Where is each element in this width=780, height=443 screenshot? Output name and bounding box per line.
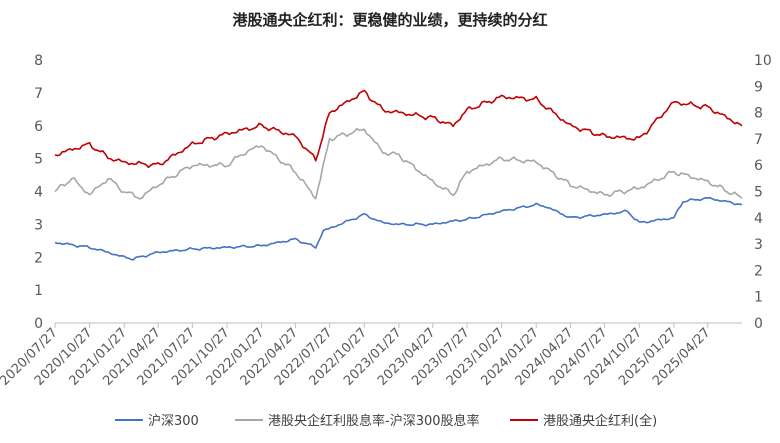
y-right-tick-label: 5 <box>754 185 763 201</box>
y-right-tick-label: 1 <box>754 290 763 306</box>
y-right-tick-label: 10 <box>754 53 772 69</box>
y-right-tick-label: 8 <box>754 106 763 122</box>
legend: 沪深300 港股央企红利股息率-沪深300股息率 港股通央企红利(全) <box>115 413 657 429</box>
y-right-tick-label: 3 <box>754 237 763 253</box>
y-right-tick-label: 4 <box>754 211 763 227</box>
y-right-tick-label: 0 <box>754 316 763 332</box>
plot-area <box>54 89 743 261</box>
series-line-3 <box>54 89 743 169</box>
y-left-tick-label: 6 <box>34 119 43 135</box>
y-right-tick-label: 9 <box>754 79 763 95</box>
y-axis-right: 0 1 2 3 4 5 6 7 8 9 10 <box>754 53 772 332</box>
y-left-tick-label: 8 <box>34 53 43 69</box>
y-left-tick-label: 0 <box>34 316 43 332</box>
y-left-tick-label: 5 <box>34 152 43 168</box>
y-right-tick-label: 6 <box>754 158 763 174</box>
series-line-1 <box>54 197 743 261</box>
y-left-tick-label: 1 <box>34 283 43 299</box>
y-right-tick-label: 7 <box>754 132 763 148</box>
legend-label: 沪深300 <box>148 413 199 429</box>
series-line-2 <box>54 127 743 200</box>
y-left-tick-label: 4 <box>34 185 43 201</box>
y-left-tick-label: 3 <box>34 217 43 233</box>
x-axis: 2020/07/272020/10/272021/01/272021/04/27… <box>0 322 742 389</box>
y-left-tick-label: 7 <box>34 86 43 102</box>
chart-title: 港股通央企红利：更稳健的业绩，更持续的分红 <box>232 11 547 29</box>
legend-label: 港股央企红利股息率-沪深300股息率 <box>268 413 480 429</box>
y-axis-left: 0 1 2 3 4 5 6 7 8 <box>34 53 43 332</box>
y-right-tick-label: 2 <box>754 263 763 279</box>
y-left-tick-label: 2 <box>34 250 43 266</box>
legend-label: 港股通央企红利(全) <box>543 413 657 429</box>
